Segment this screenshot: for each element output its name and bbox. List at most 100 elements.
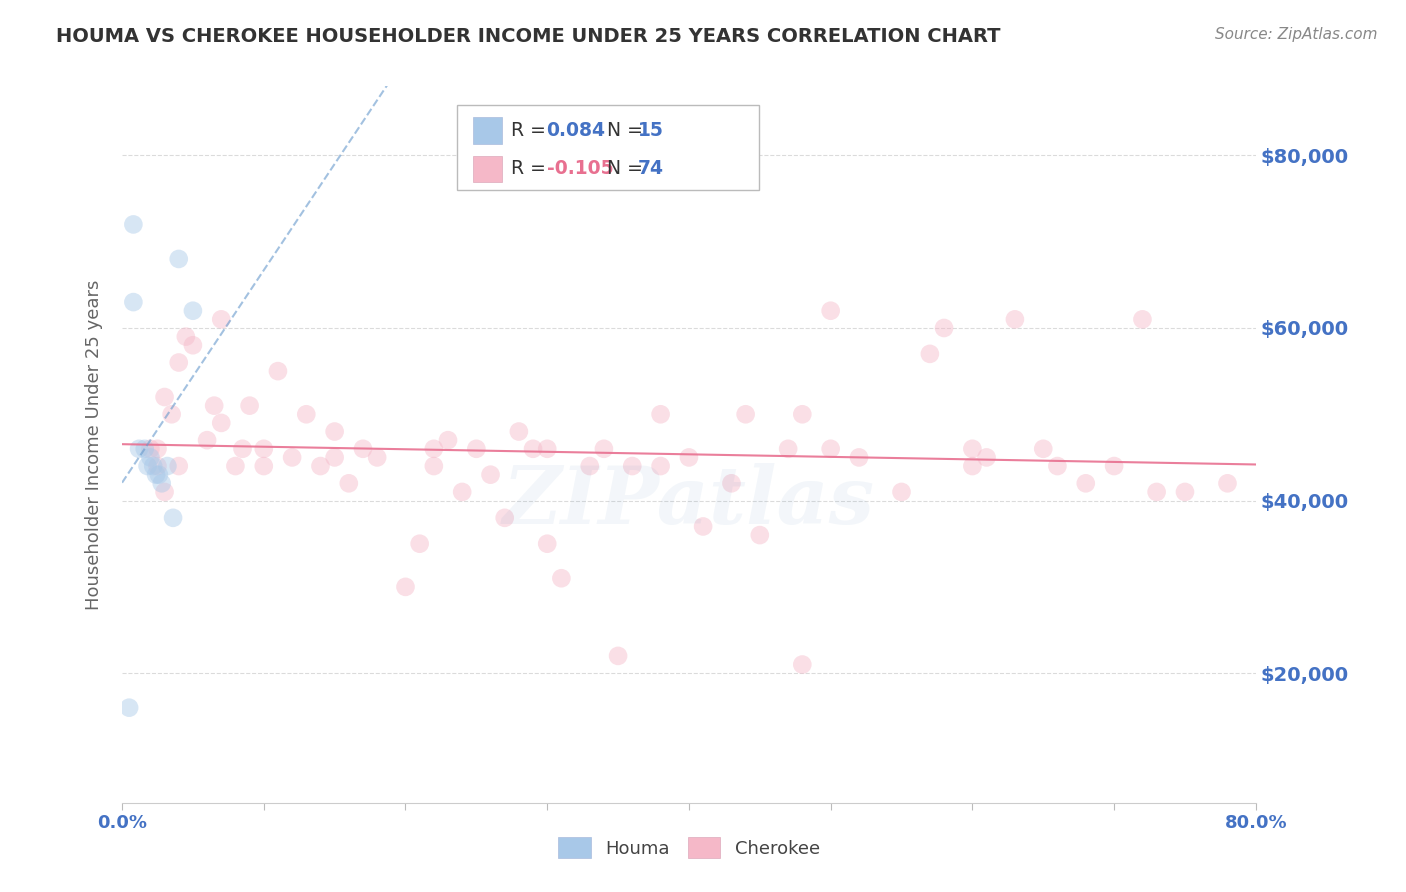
Point <box>337 476 360 491</box>
Point <box>209 312 232 326</box>
Point <box>156 458 179 473</box>
Point <box>167 458 190 473</box>
Point <box>146 442 169 456</box>
Point <box>148 467 170 482</box>
Text: ZIPatlas: ZIPatlas <box>503 463 875 541</box>
Point <box>479 467 502 482</box>
Point <box>366 450 388 465</box>
Text: 0.084: 0.084 <box>547 121 606 140</box>
Point <box>536 442 558 456</box>
Point <box>692 519 714 533</box>
Point <box>145 467 167 482</box>
Point <box>465 442 488 456</box>
Point <box>153 390 176 404</box>
Point <box>136 458 159 473</box>
Point <box>128 442 150 456</box>
Point <box>494 511 516 525</box>
Point <box>195 433 218 447</box>
Point <box>231 442 253 456</box>
Point <box>1174 485 1197 500</box>
Point <box>267 364 290 378</box>
Point <box>550 571 572 585</box>
Point <box>1132 312 1154 326</box>
Point <box>650 458 672 473</box>
Point <box>281 450 304 465</box>
Text: N =: N = <box>607 160 648 178</box>
Point <box>174 329 197 343</box>
Point <box>976 450 998 465</box>
Point <box>536 537 558 551</box>
Point <box>792 657 814 672</box>
Point <box>1102 458 1125 473</box>
Text: Source: ZipAtlas.com: Source: ZipAtlas.com <box>1215 27 1378 42</box>
Point <box>792 407 814 421</box>
Text: R =: R = <box>512 121 553 140</box>
Point <box>167 252 190 266</box>
Point <box>437 433 460 447</box>
Point <box>224 458 246 473</box>
Point <box>621 458 644 473</box>
Point <box>167 355 190 369</box>
Point <box>778 442 800 456</box>
Point <box>139 450 162 465</box>
Point <box>848 450 870 465</box>
Point <box>720 476 742 491</box>
Point <box>253 442 276 456</box>
Point <box>352 442 374 456</box>
Point <box>309 458 332 473</box>
Point <box>160 407 183 421</box>
Point <box>122 295 145 310</box>
Point <box>451 485 474 500</box>
Y-axis label: Householder Income Under 25 years: Householder Income Under 25 years <box>86 279 103 609</box>
Point <box>748 528 770 542</box>
Point <box>142 458 165 473</box>
Point <box>153 485 176 500</box>
Point <box>394 580 416 594</box>
Point <box>820 303 842 318</box>
Point <box>253 458 276 473</box>
Point <box>1146 485 1168 500</box>
Point <box>181 338 204 352</box>
Point <box>962 442 984 456</box>
Point <box>820 442 842 456</box>
Point <box>508 425 530 439</box>
Point <box>202 399 225 413</box>
Point <box>239 399 262 413</box>
Point <box>890 485 912 500</box>
Point <box>932 321 955 335</box>
Point <box>181 303 204 318</box>
Point <box>593 442 616 456</box>
Text: R =: R = <box>512 160 553 178</box>
Point <box>522 442 544 456</box>
Point <box>423 458 446 473</box>
Point <box>423 442 446 456</box>
Point <box>118 700 141 714</box>
Text: N =: N = <box>607 121 648 140</box>
Point <box>1004 312 1026 326</box>
Point <box>209 416 232 430</box>
Point <box>408 537 430 551</box>
Point <box>146 458 169 473</box>
Point <box>122 218 145 232</box>
Point <box>323 425 346 439</box>
Point <box>150 476 173 491</box>
Point <box>962 458 984 473</box>
Text: 74: 74 <box>638 160 664 178</box>
Point <box>1032 442 1054 456</box>
Point <box>295 407 318 421</box>
Point <box>323 450 346 465</box>
Point <box>578 458 600 473</box>
Text: 15: 15 <box>638 121 664 140</box>
Point <box>162 511 184 525</box>
Point <box>918 347 941 361</box>
Point <box>678 450 700 465</box>
Point <box>734 407 756 421</box>
Point <box>134 442 156 456</box>
Text: HOUMA VS CHEROKEE HOUSEHOLDER INCOME UNDER 25 YEARS CORRELATION CHART: HOUMA VS CHEROKEE HOUSEHOLDER INCOME UND… <box>56 27 1001 45</box>
Point <box>1046 458 1069 473</box>
Text: -0.105: -0.105 <box>547 160 613 178</box>
Point <box>650 407 672 421</box>
Point <box>607 648 630 663</box>
Point <box>139 442 162 456</box>
Legend: Houma, Cherokee: Houma, Cherokee <box>551 830 827 865</box>
